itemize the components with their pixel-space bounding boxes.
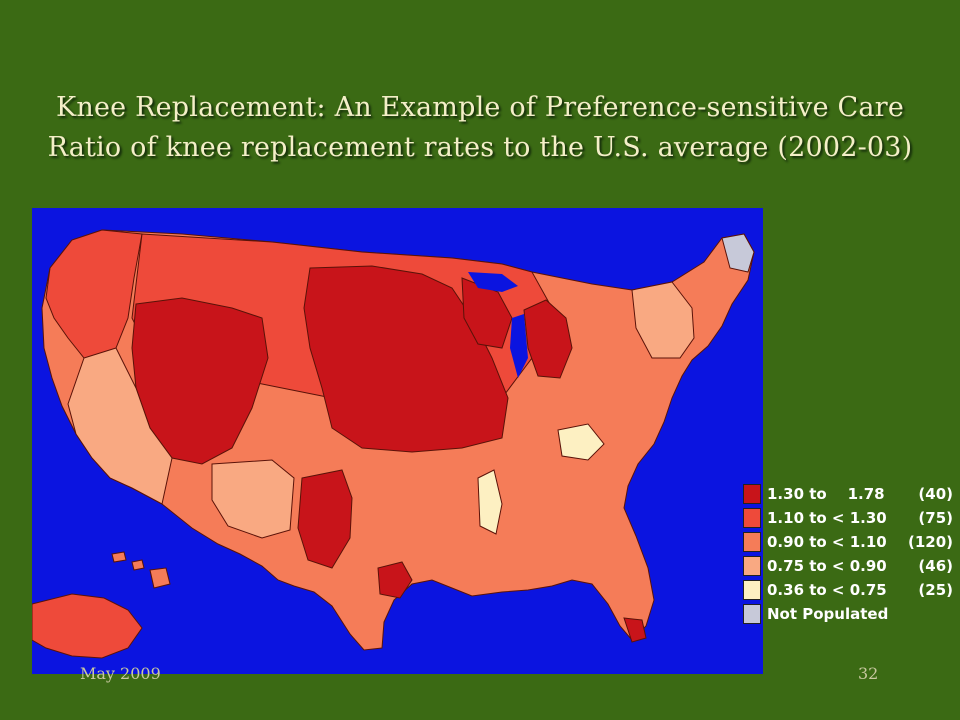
legend-count: (46) (918, 557, 953, 575)
region-south-florida (623, 617, 647, 643)
region-northeast (631, 281, 695, 359)
legend-swatch (743, 484, 761, 504)
hawaii-islands (111, 551, 171, 589)
region-appalachia (557, 423, 605, 461)
title-line-2: Ratio of knee replacement rates to the U… (47, 132, 913, 163)
legend-range: 0.90 to < 1.10 (767, 533, 887, 551)
legend-swatch (743, 580, 761, 600)
region-houston (377, 561, 413, 599)
legend-range: 0.36 to < 0.75 (767, 581, 887, 599)
region-new-mexico (211, 459, 295, 539)
legend-range: 1.10 to < 1.30 (767, 509, 887, 527)
legend-item: 0.90 to < 1.10 (120) (743, 530, 953, 554)
legend-count: (120) (907, 533, 953, 551)
map-svg (32, 229, 755, 659)
legend-item: 0.75 to < 0.90 (46) (743, 554, 953, 578)
legend-item: 0.36 to < 0.75 (25) (743, 578, 953, 602)
legend-swatch (743, 604, 761, 624)
legend-swatch (743, 556, 761, 576)
region-southwest (67, 347, 173, 505)
legend-count: (40) (918, 485, 953, 503)
lake-superior (468, 272, 518, 292)
alaska-fragment (32, 593, 143, 659)
footer-date: May 2009 (80, 664, 161, 683)
legend-swatch (743, 508, 761, 528)
title-line-1: Knee Replacement: An Example of Preferen… (55, 92, 905, 123)
us-choropleth-map (32, 208, 763, 674)
page-number: 32 (858, 664, 879, 683)
legend-item: Not Populated (743, 602, 953, 626)
region-great-lakes (461, 277, 573, 379)
region-southern-plains (297, 469, 353, 569)
region-maine-unpopulated (721, 233, 755, 273)
legend-range: Not Populated (767, 605, 889, 623)
legend-count: (75) (918, 509, 953, 527)
legend-range: 0.75 to < 0.90 (767, 557, 887, 575)
region-mississippi (477, 469, 503, 535)
lake-michigan (510, 314, 528, 378)
legend-item: 1.10 to < 1.30 (75) (743, 506, 953, 530)
legend-swatch (743, 532, 761, 552)
region-central-plains (303, 265, 509, 453)
legend-item: 1.30 to 1.78 (40) (743, 482, 953, 506)
map-legend: 1.30 to 1.78 (40) 1.10 to < 1.30 (75) 0.… (743, 482, 953, 626)
legend-range: 1.30 to 1.78 (767, 485, 885, 503)
legend-count: (25) (918, 581, 953, 599)
slide-title: Knee Replacement: An Example of Preferen… (0, 88, 960, 168)
